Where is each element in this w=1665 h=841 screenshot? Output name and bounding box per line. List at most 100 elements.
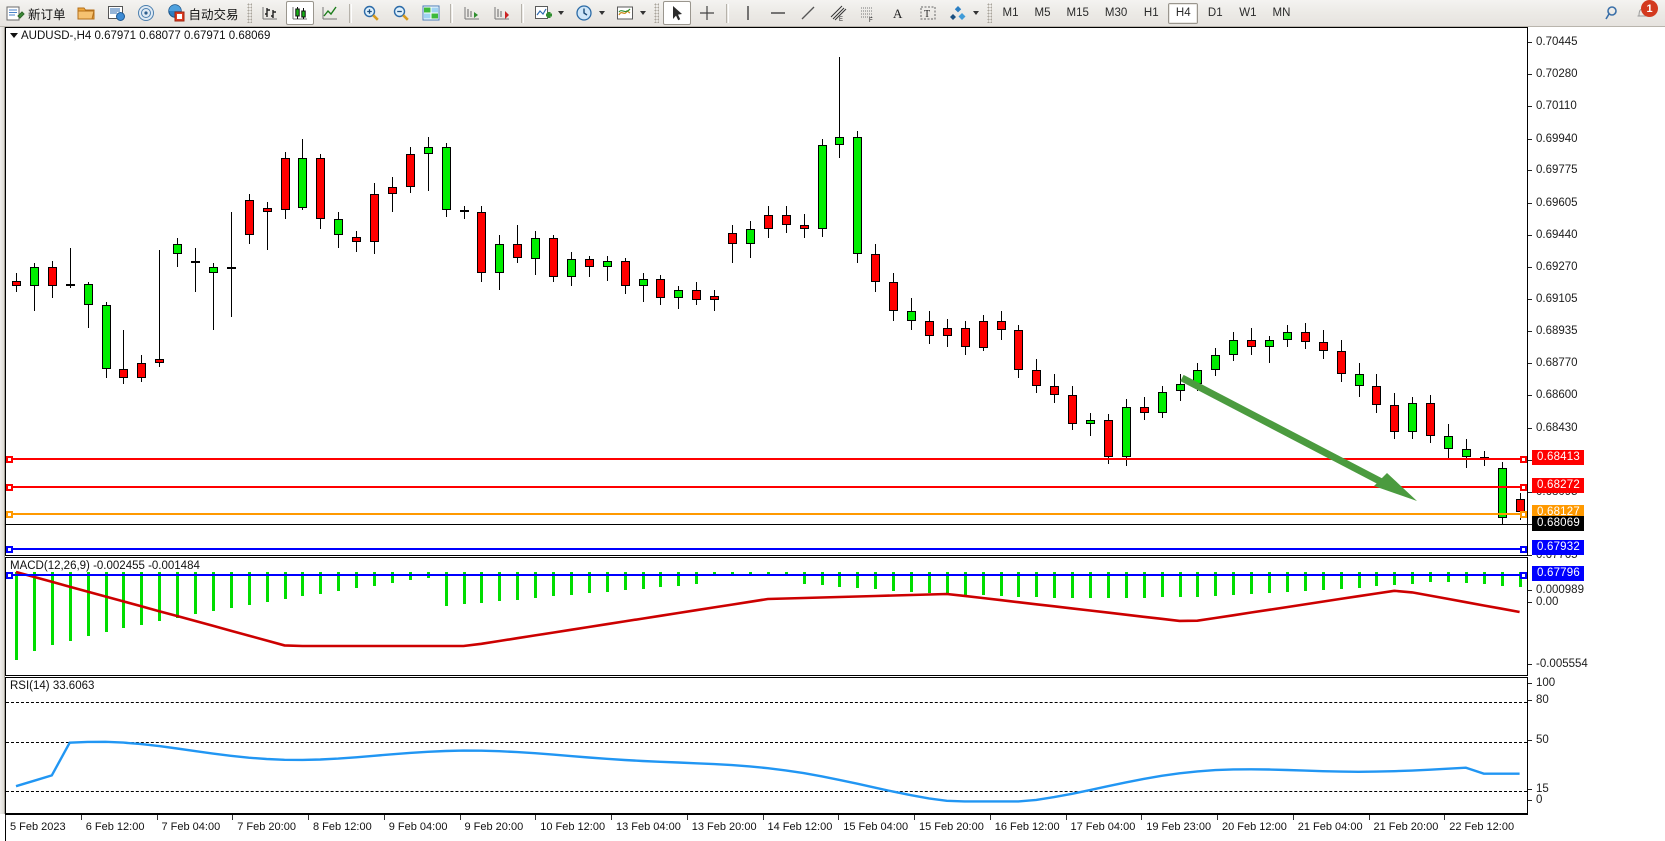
time-tick: 7 Feb 20:00 <box>232 815 296 833</box>
price-line-handle[interactable] <box>6 456 13 463</box>
macd-bar <box>999 572 1003 597</box>
price-axis[interactable]: 0.70445 0.70280 0.70110 0.69940 0.69775 0.696… <box>1527 27 1665 814</box>
macd-bar <box>516 572 520 600</box>
price-line-handle[interactable] <box>6 511 13 518</box>
macd-bar <box>713 572 717 574</box>
macd-bar <box>337 572 341 591</box>
templates-button[interactable] <box>611 1 650 25</box>
price-line-handle[interactable] <box>6 484 13 491</box>
fibonacci-button[interactable]: F <box>854 1 882 25</box>
trendline-button[interactable] <box>794 1 822 25</box>
time-tick: 22 Feb 12:00 <box>1444 815 1515 833</box>
collapse-triangle-icon[interactable] <box>10 33 18 39</box>
timeframe-h4[interactable]: H4 <box>1168 2 1199 24</box>
vertical-line-button[interactable] <box>734 1 762 25</box>
macd-bar <box>140 572 144 625</box>
zoom-out-button[interactable] <box>387 1 415 25</box>
macd-bar <box>1482 572 1486 585</box>
timeframe-w1[interactable]: W1 <box>1239 7 1257 19</box>
zoom-in-icon <box>363 5 379 21</box>
macd-bar <box>1106 572 1110 599</box>
period-button[interactable] <box>570 1 609 25</box>
price-line-handle[interactable] <box>1520 484 1527 491</box>
text-box-button[interactable]: T <box>914 1 942 25</box>
macd-pane[interactable]: MACD(12,26,9) -0.002455 -0.001484 <box>5 557 1528 676</box>
zoom-in-button[interactable] <box>357 1 385 25</box>
toolbar-grip-1[interactable] <box>246 3 252 23</box>
signal-icon <box>137 5 154 21</box>
tile-windows-button[interactable] <box>417 1 445 25</box>
folder-button[interactable] <box>72 1 100 25</box>
timeframe-m15[interactable]: M15 <box>1066 7 1089 19</box>
timeframe-group: M1 M5 M15 M30 H1 H4 D1 W1 MN <box>995 2 1299 24</box>
macd-bar <box>390 572 394 584</box>
line-chart-button[interactable] <box>316 1 344 25</box>
price-line-handle[interactable] <box>6 572 13 579</box>
templates-dropdown-caret[interactable] <box>639 11 646 15</box>
macd-bar <box>265 572 269 603</box>
terminal-button[interactable] <box>102 1 130 25</box>
add-indicator-icon <box>534 6 552 19</box>
timeframe-d1[interactable]: D1 <box>1207 7 1223 19</box>
macd-bar <box>587 572 591 594</box>
macd-bar <box>68 572 72 641</box>
price-tick: 0.69440 <box>1528 228 1578 241</box>
macd-bar <box>1393 572 1397 586</box>
search-button[interactable] <box>1599 1 1627 25</box>
macd-bar <box>695 572 699 585</box>
time-axis[interactable]: 5 Feb 2023 6 Feb 12:00 7 Feb 04:00 7 Feb 20… <box>5 814 1528 841</box>
add-indicator-button[interactable] <box>529 1 568 25</box>
toolbar-grip-2[interactable] <box>653 3 659 23</box>
price-tick: 0.69940 <box>1528 132 1578 145</box>
timeframe-mn[interactable]: MN <box>1272 7 1291 19</box>
time-tick: 16 Feb 12:00 <box>989 815 1060 833</box>
signal-button[interactable] <box>132 1 160 25</box>
period-dropdown-caret[interactable] <box>598 11 605 15</box>
macd-bar <box>659 572 663 588</box>
down-trend-arrow-annotation[interactable] <box>1174 368 1434 513</box>
notifications-button[interactable]: 1 <box>1629 0 1658 25</box>
macd-bar <box>1035 572 1039 598</box>
shapes-icon <box>949 6 966 20</box>
equidistant-channel-button[interactable]: E <box>824 1 852 25</box>
candlestick-chart-button[interactable] <box>285 1 314 25</box>
price-pane[interactable]: AUDUSD-,H4 0.67971 0.68077 0.67971 0.680… <box>5 27 1528 579</box>
price-label-support-1: 0.67932 <box>1532 540 1584 555</box>
auto-trading-button[interactable]: 自动交易 <box>162 1 243 25</box>
price-line-handle[interactable] <box>1520 572 1527 579</box>
tile-windows-icon <box>422 5 440 21</box>
auto-scroll-button[interactable] <box>458 1 486 25</box>
rsi-level-15 <box>6 791 1527 792</box>
shapes-button[interactable] <box>944 1 983 25</box>
pointer-button[interactable] <box>662 1 691 25</box>
timeframe-m30[interactable]: M30 <box>1104 7 1128 19</box>
macd-bar <box>211 572 215 612</box>
macd-bar <box>766 572 770 574</box>
chart-left-scrollbar[interactable] <box>0 27 5 814</box>
chart-shift-button[interactable] <box>488 1 516 25</box>
shapes-dropdown-caret[interactable] <box>972 11 979 15</box>
toolbar-grip-3[interactable] <box>986 3 992 23</box>
price-line-handle[interactable] <box>1520 546 1527 553</box>
macd-bar <box>910 572 913 592</box>
macd-bar <box>480 572 484 603</box>
macd-bar <box>15 572 18 661</box>
text-label-button[interactable]: A <box>884 1 912 25</box>
timeframe-h1[interactable]: H1 <box>1143 7 1159 19</box>
price-line-handle[interactable] <box>1520 456 1527 463</box>
new-order-label: 新订单 <box>28 7 66 22</box>
price-line-handle[interactable] <box>1520 511 1527 518</box>
period-clock-icon <box>575 5 592 21</box>
horizontal-line-button[interactable] <box>764 1 792 25</box>
macd-bar <box>1017 572 1021 597</box>
new-order-button[interactable]: 新订单 <box>1 1 70 25</box>
vertical-line-icon <box>746 6 749 20</box>
chart-area[interactable]: AUDUSD-,H4 0.67971 0.68077 0.67971 0.680… <box>0 27 1665 841</box>
timeframe-m5[interactable]: M5 <box>1034 7 1051 19</box>
bar-chart-button[interactable] <box>256 1 284 25</box>
price-line-handle[interactable] <box>6 546 13 553</box>
timeframe-m1[interactable]: M1 <box>1002 7 1019 19</box>
indicator-dropdown-caret[interactable] <box>557 11 564 15</box>
rsi-pane[interactable]: RSI(14) 33.6063 <box>5 677 1528 814</box>
crosshair-button[interactable] <box>693 1 721 25</box>
